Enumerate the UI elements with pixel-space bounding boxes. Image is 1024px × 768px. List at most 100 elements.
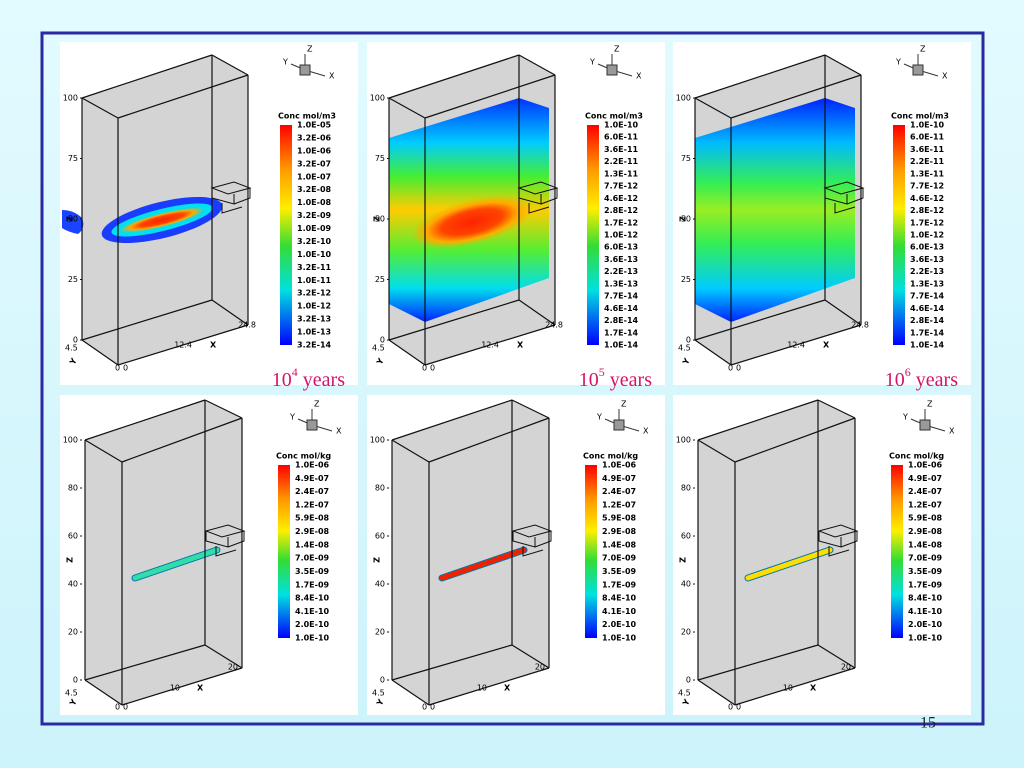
colorbar-title: Conc mol/kg: [276, 452, 331, 461]
colorbar-label: 1.3E-11: [604, 169, 639, 178]
z-tick-label: 20: [68, 628, 78, 637]
colorbar-label: 4.9E-07: [295, 474, 329, 483]
colorbar-label: 2.4E-07: [295, 487, 329, 496]
z-tick-label: 0: [380, 676, 385, 685]
colorbar-label: 1.3E-13: [604, 279, 638, 288]
colorbar-label: 2.2E-13: [910, 267, 944, 276]
box-edge: [81, 54, 213, 99]
panel-caption: 106 years: [885, 365, 958, 391]
x-tick-label: 0: [123, 364, 128, 373]
colorbar-label: 1.0E-10: [908, 634, 943, 643]
box-edge: [211, 299, 249, 326]
colorbar-label: 6.0E-11: [604, 133, 639, 142]
colorbar-label: 3.2E-11: [297, 263, 332, 272]
caption-unit: years: [916, 369, 958, 391]
y-tick-label: 0: [115, 364, 120, 373]
colorbar-label: 1.4E-08: [295, 540, 330, 549]
colorbar-label: 1.4E-08: [908, 540, 943, 549]
colorbar-label: 3.6E-13: [910, 255, 944, 264]
colorbar-label: 1.0E-10: [297, 250, 332, 259]
colorbar-label: 1.7E-14: [604, 328, 639, 337]
colorbar-label: 1.2E-07: [602, 500, 636, 509]
colorbar-label: 3.5E-09: [295, 567, 330, 576]
z-tick-label: 40: [681, 580, 691, 589]
z-tick-label: 40: [68, 580, 78, 589]
z-tick-label: 60: [68, 532, 78, 541]
y-tick-label: 4.5: [372, 689, 385, 698]
orientation-cube: [613, 419, 625, 431]
colorbar-label: 7.0E-09: [602, 554, 637, 563]
box-edge: [84, 439, 123, 463]
caption-exponent: 5: [599, 365, 605, 379]
colorbar-label: 8.4E-10: [908, 594, 943, 603]
y-axis-label: Y: [375, 357, 386, 368]
box-edge: [730, 74, 862, 119]
box-edge: [428, 667, 550, 706]
y-tick-label: 0: [422, 364, 427, 373]
box-edge: [388, 97, 426, 119]
z-tick-label: 80: [681, 484, 691, 493]
box-edge: [391, 644, 513, 681]
x-tick-label: 12.4: [481, 341, 499, 350]
triad-label: Y: [596, 413, 602, 422]
x-tick-label: 24.8: [545, 321, 563, 330]
triad-label: Z: [927, 400, 933, 409]
z-tick-label: 100: [676, 436, 691, 445]
triad-label: Z: [307, 45, 313, 54]
colorbar-label: 1.7E-09: [602, 580, 637, 589]
colorbar-label: 3.6E-11: [604, 145, 639, 154]
box-edge: [730, 324, 862, 366]
colorbar-label: 1.2E-07: [295, 500, 329, 509]
colorbar-label: 1.2E-07: [908, 500, 942, 509]
box-edge: [84, 679, 123, 706]
colorbar-label: 2.9E-08: [602, 527, 637, 536]
colorbar-label: 2.2E-11: [910, 157, 945, 166]
z-axis-label: Z: [679, 216, 688, 222]
box-edge: [204, 644, 243, 669]
z-tick-label: 25: [68, 275, 78, 284]
y-axis-label: Y: [68, 698, 79, 709]
box-edge: [518, 54, 556, 76]
z-axis-label: Z: [66, 557, 75, 563]
colorbar-title: Conc mol/kg: [583, 452, 638, 461]
colorbar-label: 4.9E-07: [908, 474, 942, 483]
colorbar-label: 1.0E-13: [297, 328, 331, 337]
z-tick-label: 50: [375, 215, 385, 224]
colorbar-label: 3.6E-13: [604, 255, 638, 264]
triad-label: Z: [920, 45, 926, 54]
z-tick-label: 100: [63, 94, 78, 103]
colorbar-label: 2.8E-14: [604, 316, 639, 325]
colorbar-label: 4.1E-10: [295, 607, 330, 616]
colorbar-label: 6.0E-13: [604, 243, 638, 252]
colorbar-label: 2.4E-07: [908, 487, 942, 496]
colorbar-label: 1.0E-10: [602, 634, 637, 643]
box-edge: [694, 339, 732, 366]
colorbar-title: Conc mol/kg: [889, 452, 944, 461]
x-tick-label: 24.8: [238, 321, 256, 330]
colorbar: [893, 125, 905, 345]
colorbar-label: 7.0E-09: [295, 554, 330, 563]
triad-label: Y: [895, 58, 901, 67]
colorbar-label: 3.2E-07: [297, 159, 331, 168]
colorbar-label: 1.0E-06: [297, 146, 332, 155]
box-fill: [85, 400, 242, 705]
z-tick-label: 75: [375, 154, 385, 163]
z-tick-label: 0: [686, 336, 691, 345]
z-tick-label: 80: [375, 484, 385, 493]
z-axis-label: Z: [66, 216, 75, 222]
colorbar-label: 1.0E-07: [297, 172, 331, 181]
y-tick-label: 0: [115, 703, 120, 712]
z-tick-label: 100: [676, 94, 691, 103]
z-tick-label: 25: [375, 275, 385, 284]
colorbar-label: 1.7E-12: [910, 218, 944, 227]
triad-label: X: [329, 72, 335, 81]
x-tick-label: 20: [228, 663, 238, 672]
z-tick-label: 20: [681, 628, 691, 637]
tunnel: [204, 524, 246, 557]
box-edge: [734, 417, 856, 463]
x-axis-label: X: [810, 684, 817, 693]
